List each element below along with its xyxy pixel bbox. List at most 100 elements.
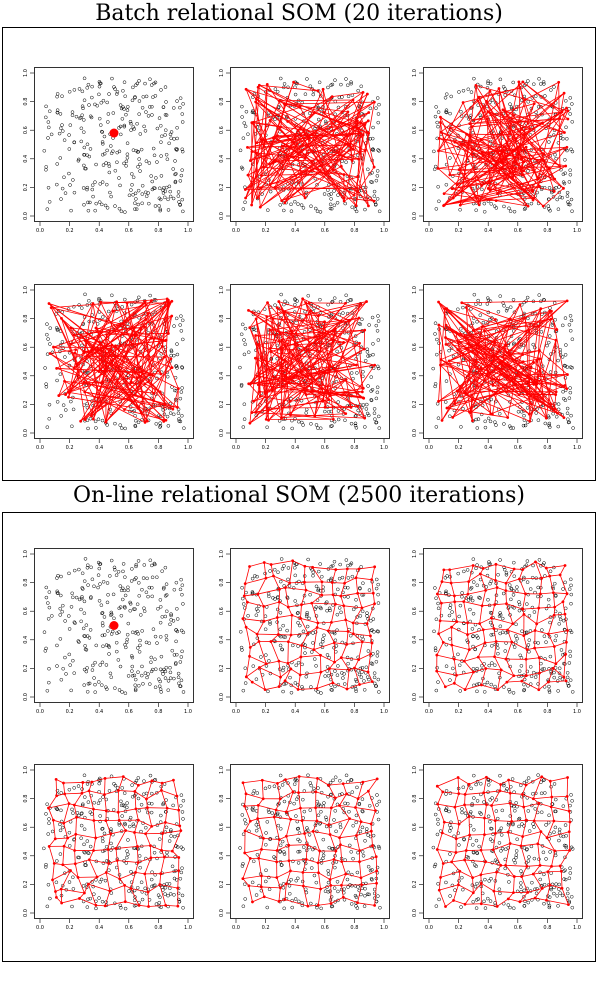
data-point xyxy=(46,617,51,621)
som-edge xyxy=(70,327,155,394)
data-point xyxy=(328,578,333,582)
data-point xyxy=(502,304,506,308)
som-edge xyxy=(438,308,446,402)
som-prototype xyxy=(541,401,545,405)
som-edge xyxy=(495,563,515,570)
data-point xyxy=(327,410,331,414)
data-point xyxy=(106,112,111,116)
data-point xyxy=(319,606,323,611)
data-point xyxy=(63,619,67,623)
y-tick-label: 0.6 xyxy=(412,343,418,351)
som-prototype xyxy=(315,626,319,629)
som-prototype xyxy=(280,199,284,203)
data-point xyxy=(293,599,297,603)
data-point xyxy=(55,94,59,99)
data-point xyxy=(82,98,87,102)
data-point xyxy=(465,568,470,572)
data-point xyxy=(164,152,169,157)
som-edge xyxy=(130,328,142,383)
som-edge xyxy=(281,165,342,201)
data-point xyxy=(256,310,261,315)
data-point xyxy=(119,613,124,618)
data-point xyxy=(161,191,166,195)
som-edge xyxy=(100,301,169,304)
data-point xyxy=(44,585,49,590)
som-prototype xyxy=(347,668,351,672)
data-point xyxy=(507,583,512,587)
data-point xyxy=(555,197,559,202)
som-edge xyxy=(512,149,564,189)
data-point xyxy=(126,585,130,590)
som-edge xyxy=(525,81,559,100)
x-tick-label: 0.6 xyxy=(125,228,133,234)
som-prototype xyxy=(280,416,283,420)
data-point xyxy=(278,76,283,81)
som-edge xyxy=(283,301,367,372)
som-edge xyxy=(513,115,556,180)
data-point xyxy=(279,557,284,561)
som-prototype xyxy=(344,301,347,305)
som-edge xyxy=(251,412,365,419)
som-prototype xyxy=(254,334,258,337)
data-point xyxy=(539,330,544,334)
som-edge xyxy=(80,381,132,422)
data-point xyxy=(318,605,322,610)
som-edge xyxy=(259,84,318,92)
som-prototype xyxy=(143,420,147,424)
data-point xyxy=(46,136,50,140)
data-point xyxy=(300,100,305,105)
som-prototype xyxy=(319,349,322,353)
data-point xyxy=(436,416,441,420)
data-point xyxy=(101,142,105,146)
som-edge xyxy=(293,81,318,92)
data-point xyxy=(118,423,122,427)
data-point xyxy=(179,577,183,582)
som-edge xyxy=(512,107,567,151)
data-point xyxy=(89,595,93,599)
som-edge xyxy=(562,593,568,602)
data-point xyxy=(140,201,144,206)
data-point xyxy=(135,81,140,86)
som-edge xyxy=(281,311,286,353)
y-tick-label: 0.8 xyxy=(412,579,418,587)
som-edge xyxy=(494,641,497,657)
som-edge xyxy=(456,92,565,185)
som-prototype xyxy=(263,140,267,143)
som-edge xyxy=(453,659,457,676)
som-edge xyxy=(438,620,441,634)
som-edge xyxy=(440,620,457,623)
data-point xyxy=(309,422,313,426)
som-prototype xyxy=(150,299,153,303)
data-point xyxy=(176,671,181,676)
data-point xyxy=(278,203,283,207)
data-point xyxy=(519,664,524,668)
som-prototype xyxy=(254,97,258,101)
data-point xyxy=(93,660,97,665)
y-tick-label: 0.8 xyxy=(219,315,225,323)
som-prototype xyxy=(345,134,349,137)
data-point xyxy=(124,164,128,168)
som-edge xyxy=(438,324,532,369)
data-point xyxy=(354,340,358,345)
som-edge xyxy=(353,633,371,637)
data-point xyxy=(99,603,104,607)
som-edge xyxy=(463,601,483,607)
data-point xyxy=(553,638,558,643)
data-point xyxy=(130,674,135,678)
data-point xyxy=(326,188,330,192)
data-point xyxy=(286,566,291,570)
data-point xyxy=(123,575,127,579)
data-point xyxy=(181,602,185,606)
som-edge xyxy=(64,380,146,423)
som-edge xyxy=(329,668,334,684)
data-point xyxy=(570,120,574,124)
data-point xyxy=(174,364,178,368)
data-point xyxy=(47,416,51,421)
som-prototype xyxy=(345,687,349,691)
data-point xyxy=(339,610,343,615)
data-point xyxy=(557,671,562,676)
data-point xyxy=(89,565,93,570)
data-point xyxy=(59,414,63,418)
som-edge xyxy=(314,317,360,417)
som-prototype xyxy=(450,187,454,191)
